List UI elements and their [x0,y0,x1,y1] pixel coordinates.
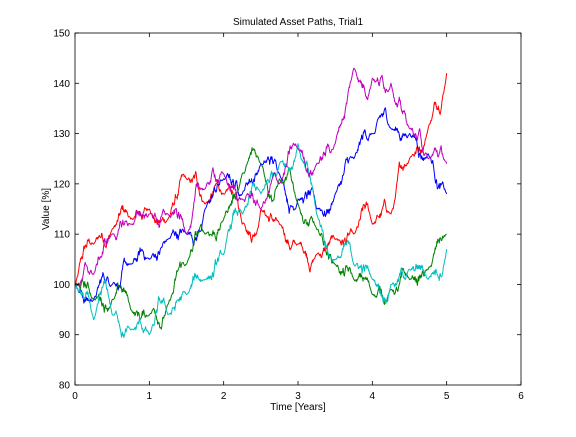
y-tick-label: 140 [53,79,70,90]
y-tick-label: 150 [53,29,70,40]
y-tick-label: 100 [53,280,70,291]
x-tick-label: 1 [147,391,153,402]
series-line-3 [74,147,447,330]
y-tick-label: 90 [59,330,71,341]
x-tick-label: 6 [518,391,524,402]
y-tick-label: 130 [53,129,70,140]
x-tick-label: 5 [444,391,450,402]
y-tick-label: 110 [54,230,70,241]
series-layer [74,67,448,339]
ticks-layer: 0 1 2 3 4 5 6 80 90 100 110 120 130 140 150 [53,29,524,403]
y-axis-label: Value [%] [41,188,52,230]
chart-title: Simulated Asset Paths, Trial1 [233,17,364,28]
y-tick-label: 120 [53,179,70,190]
x-tick-label: 4 [370,391,376,402]
plot-area [75,33,521,385]
x-tick-label: 3 [295,391,301,402]
y-tick-label: 80 [59,381,71,392]
x-axis-label: Time [Years] [270,402,326,413]
series-line-4 [74,143,448,339]
x-tick-label: 0 [72,391,78,402]
series-line-5 [74,67,448,288]
x-tick-label: 2 [221,391,227,402]
